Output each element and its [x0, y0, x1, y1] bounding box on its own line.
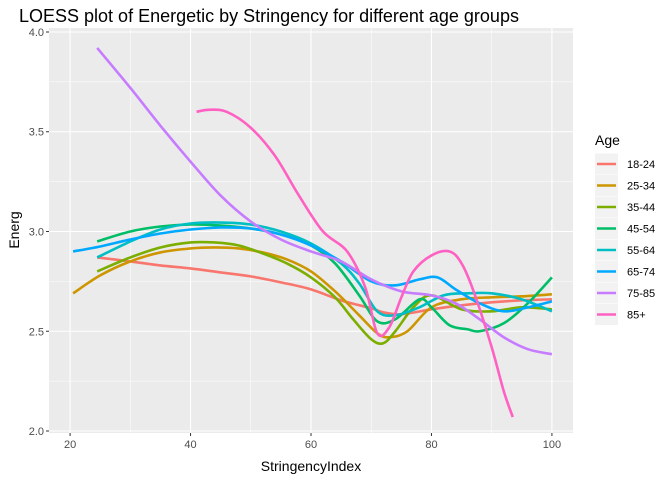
- series-line-55-64: [96, 221, 553, 318]
- legend-title: Age: [595, 132, 620, 148]
- y-axis-title: Energ: [6, 211, 22, 248]
- series-line-35-44: [96, 240, 553, 346]
- x-tick-label: 100: [543, 439, 561, 451]
- legend-label: 18-24: [627, 159, 655, 171]
- series-lines: [72, 47, 553, 418]
- x-axis-title: StringencyIndex: [261, 458, 361, 474]
- series-line-25-34: [72, 246, 553, 339]
- series-line-75-85: [96, 47, 553, 356]
- x-tick-label: 40: [184, 439, 196, 451]
- chart-title: LOESS plot of Energetic by Stringency fo…: [19, 6, 519, 26]
- legend-label: 45-54: [627, 224, 655, 236]
- legend-label: 85+: [627, 310, 646, 322]
- y-tick-label: 3.5: [29, 127, 44, 139]
- legend-label: 35-44: [627, 202, 655, 214]
- x-tick-label: 80: [425, 439, 437, 451]
- y-tick-label: 2.0: [29, 426, 44, 438]
- legend: Age 18-24 25-34 35-44 45-54 55-64 65-74 75-85 8…: [595, 132, 655, 325]
- axis-ticks: 20 40 60 80 100 2.0 2.5 3.0 3.5 4.0: [29, 27, 561, 451]
- legend-label: 65-74: [627, 267, 655, 279]
- x-tick-label: 60: [305, 439, 317, 451]
- y-tick-label: 4.0: [29, 27, 44, 39]
- legend-label: 25-34: [627, 181, 655, 193]
- y-tick-label: 2.5: [29, 326, 44, 338]
- y-tick-label: 3.0: [29, 226, 44, 238]
- series-line-85+: [196, 108, 514, 418]
- series-line-18-24: [97, 256, 552, 316]
- legend-label: 55-64: [627, 245, 655, 257]
- x-tick-label: 20: [64, 439, 76, 451]
- legend-label: 75-85: [627, 288, 655, 300]
